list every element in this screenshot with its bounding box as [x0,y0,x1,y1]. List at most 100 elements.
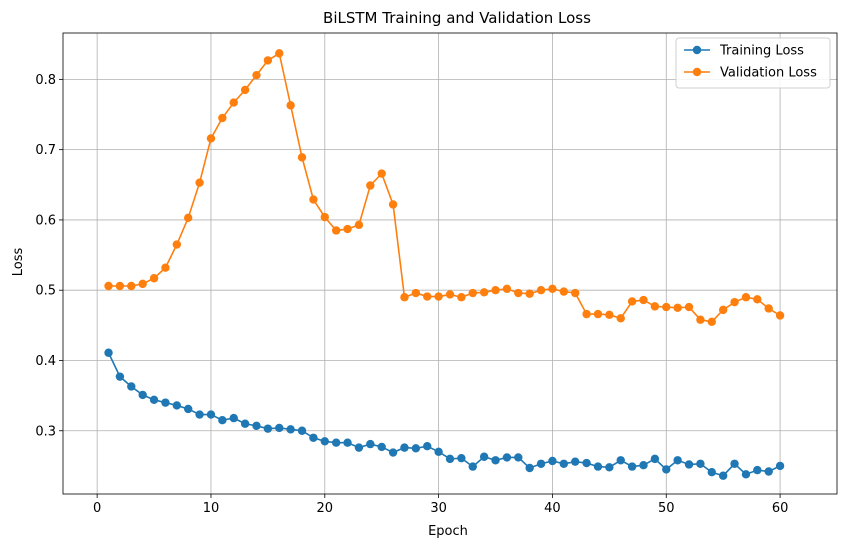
data-point [434,447,443,457]
data-point [479,452,489,461]
x-tick-label: 30 [430,501,447,516]
data-point [457,293,466,302]
data-point [707,317,716,327]
data-point [172,240,182,249]
data-point [764,467,773,476]
data-point [331,438,341,447]
data-point [502,453,512,462]
data-point [343,224,352,234]
x-tick-label: 40 [544,501,561,516]
data-point [343,438,352,447]
data-point [320,437,329,446]
data-point [400,443,409,452]
y-tick-label: 0.7 [35,143,56,158]
data-point [206,134,216,143]
series-line-validation-loss [108,52,781,323]
data-point [252,70,261,80]
legend-swatch-marker [692,67,702,77]
data-point [377,442,386,452]
data-point [571,288,580,298]
data-point [741,293,751,302]
data-point [696,315,705,324]
data-point [411,444,421,453]
data-point [684,460,694,469]
data-point [639,460,648,470]
legend: Training Loss Validation Loss [675,37,831,89]
data-point [286,425,295,434]
data-point [741,470,751,479]
data-point [593,462,603,471]
data-point [115,372,125,381]
data-point [138,279,147,289]
data-point [673,456,682,465]
data-point [218,113,227,123]
data-point [195,410,204,419]
data-point [218,416,227,425]
data-point [354,443,364,452]
data-point [536,286,546,295]
data-point [172,401,182,410]
data-point [445,454,455,464]
legend-swatch-marker [692,45,702,55]
data-point [240,419,250,428]
data-point [104,281,113,291]
data-point [730,297,739,307]
y-tick-label: 0.4 [35,354,56,369]
data-point [161,263,170,272]
data-point [104,348,113,357]
data-point [206,410,216,419]
data-point [320,212,329,222]
series-group [104,49,785,480]
x-axis-label: Epoch [428,524,468,539]
data-point [764,304,773,313]
y-axis-label: Loss [11,248,26,277]
data-point [684,302,694,312]
x-axis: 0 10 20 30 40 50 60 [93,494,788,516]
data-point [718,305,728,315]
data-point [309,195,318,204]
data-point [593,309,603,319]
data-point [582,458,591,468]
x-tick-label: 0 [93,501,101,516]
data-point [775,311,785,320]
data-point [331,226,341,235]
data-point [491,456,500,465]
legend-item: Training Loss [684,44,804,59]
data-point [411,288,421,298]
data-point [229,413,238,423]
data-point [707,468,716,477]
y-tick-label: 0.5 [35,284,56,299]
data-point [229,98,238,107]
data-point [354,220,364,230]
data-point [366,439,375,449]
series-validation-loss [104,49,785,327]
data-point [263,56,273,65]
data-point [377,169,386,178]
data-point [696,459,705,468]
legend-label: Training Loss [719,44,804,59]
data-point [525,463,534,473]
plot-frame [62,32,838,495]
data-point [184,213,193,223]
data-point [388,200,398,209]
y-tick-label: 0.8 [35,73,56,88]
data-point [753,465,762,475]
data-point [263,424,273,433]
y-tick-label: 0.6 [35,213,56,228]
data-point [650,302,660,311]
data-point [616,314,625,323]
data-point [286,101,295,110]
x-tick-label: 50 [658,501,675,516]
data-point [536,459,546,468]
y-axis: 0.3 0.4 0.5 0.6 0.7 0.8 [35,73,63,439]
grid-lines [63,33,837,494]
data-point [479,288,489,297]
data-point [525,289,534,298]
data-point [184,404,193,414]
x-tick-label: 10 [203,501,220,516]
data-point [662,302,671,312]
data-point [240,85,250,95]
data-point [605,310,614,320]
data-point [514,453,523,462]
x-tick-label: 60 [772,501,789,516]
